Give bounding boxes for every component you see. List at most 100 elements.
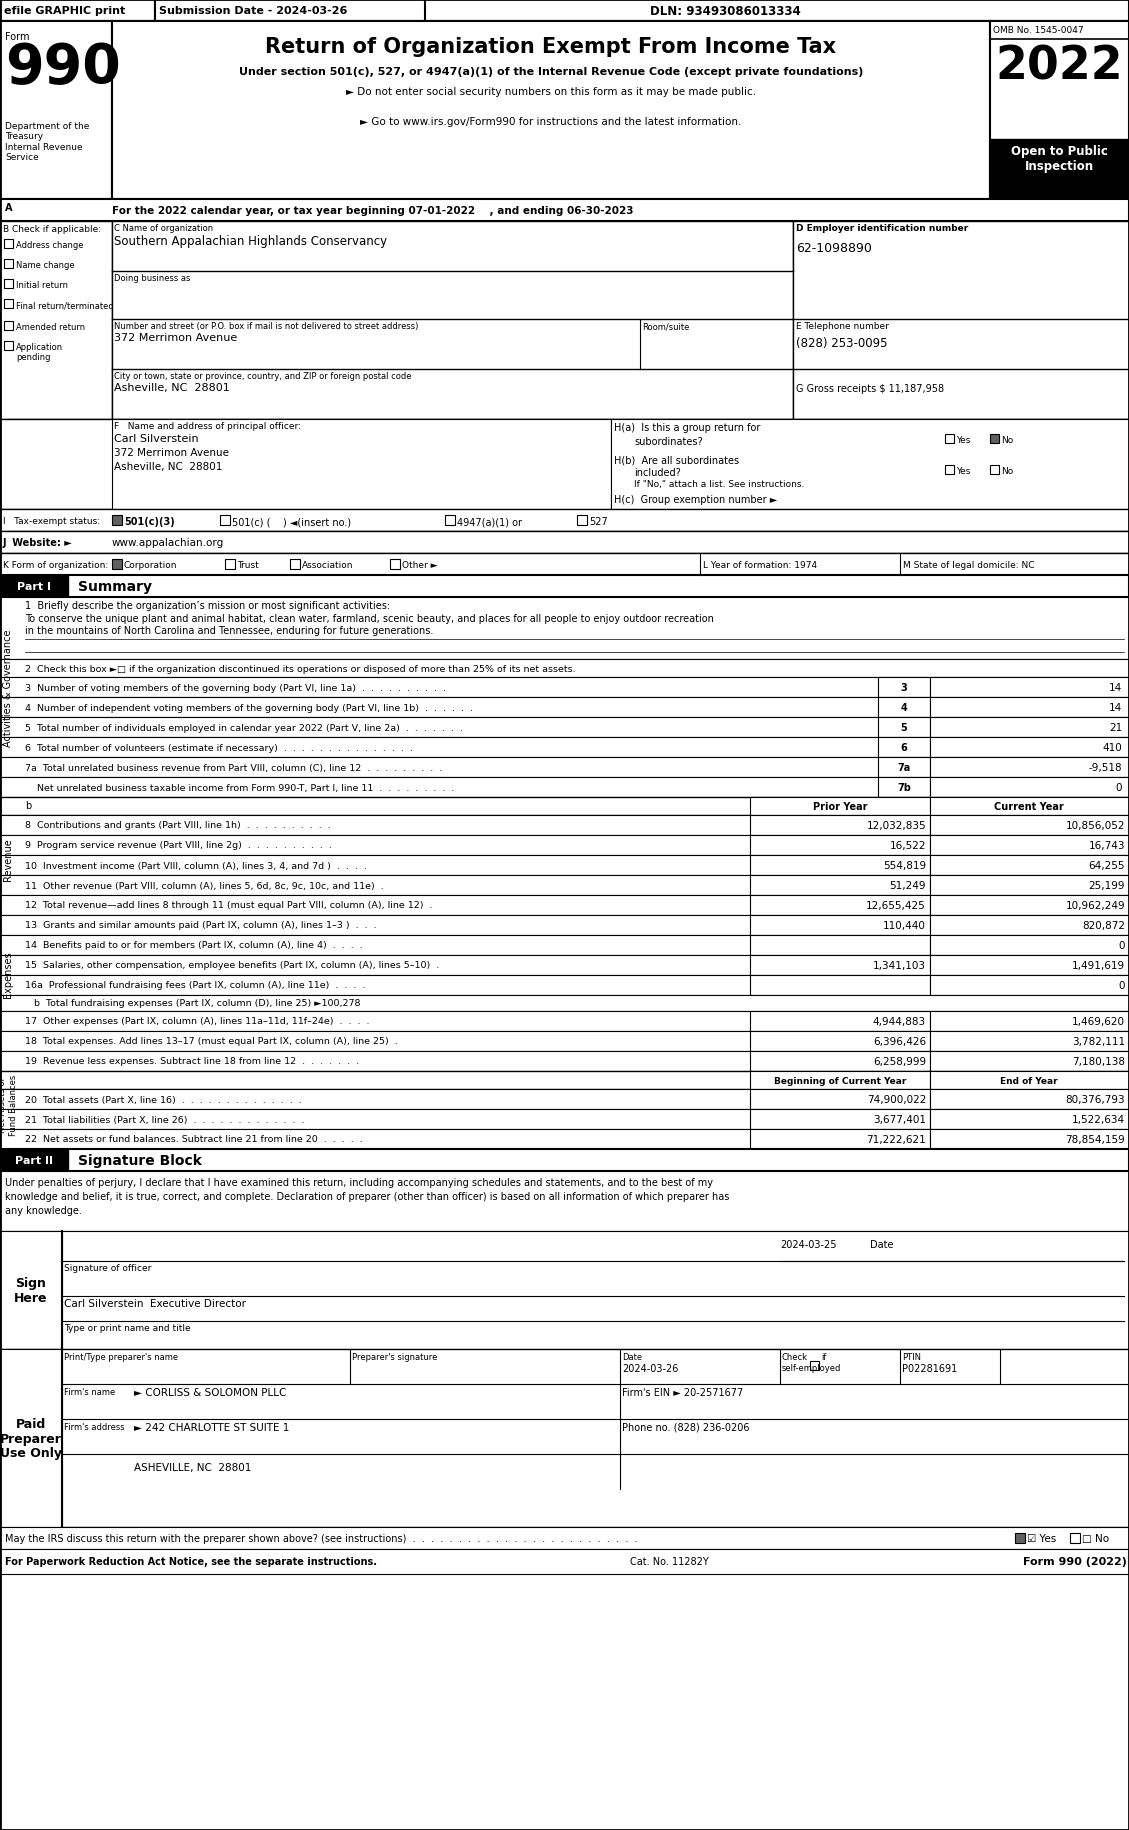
- Text: To conserve the unique plant and animal habitat, clean water, farmland, scenic b: To conserve the unique plant and animal …: [25, 613, 714, 624]
- Text: 51,249: 51,249: [890, 880, 926, 891]
- Bar: [930, 975, 1129, 996]
- Bar: [990, 436, 999, 443]
- Text: 820,872: 820,872: [1082, 920, 1124, 930]
- Text: Application
pending: Application pending: [16, 342, 63, 362]
- Bar: [930, 1032, 1129, 1052]
- Text: Amended return: Amended return: [16, 322, 85, 331]
- Text: Under section 501(c), 527, or 4947(a)(1) of the Internal Revenue Code (except pr: Under section 501(c), 527, or 4947(a)(1)…: [239, 68, 864, 77]
- Text: Part II: Part II: [15, 1155, 53, 1166]
- Bar: [0, 1349, 62, 1528]
- Text: 14: 14: [1109, 703, 1122, 712]
- Bar: [0, 1149, 68, 1171]
- Text: 1,522,634: 1,522,634: [1071, 1114, 1124, 1124]
- Bar: [930, 1109, 1129, 1129]
- Text: Summary: Summary: [78, 580, 152, 593]
- Text: 7a: 7a: [898, 763, 911, 772]
- Bar: [390, 560, 400, 569]
- Bar: [0, 935, 1129, 955]
- Text: 1,469,620: 1,469,620: [1073, 1016, 1124, 1027]
- Bar: [750, 955, 930, 975]
- Text: if: if: [821, 1352, 826, 1362]
- Text: Beginning of Current Year: Beginning of Current Year: [773, 1076, 907, 1085]
- Bar: [930, 836, 1129, 856]
- Bar: [1070, 1534, 1080, 1543]
- Text: Open to Public
Inspection: Open to Public Inspection: [1010, 145, 1108, 172]
- Text: 2  Check this box ►□ if the organization discontinued its operations or disposed: 2 Check this box ►□ if the organization …: [25, 664, 576, 673]
- Bar: [0, 554, 1129, 576]
- Text: 2024-03-25: 2024-03-25: [780, 1239, 837, 1250]
- Text: Date: Date: [870, 1239, 893, 1250]
- Bar: [0, 798, 1129, 816]
- Bar: [112, 221, 793, 419]
- Text: Phone no. (828) 236-0206: Phone no. (828) 236-0206: [622, 1422, 750, 1433]
- Bar: [793, 221, 1129, 419]
- Bar: [155, 0, 425, 22]
- Bar: [0, 533, 1129, 554]
- Text: Prior Year: Prior Year: [813, 802, 867, 811]
- Text: 12  Total revenue—add lines 8 through 11 (must equal Part VIII, column (A), line: 12 Total revenue—add lines 8 through 11 …: [25, 900, 432, 910]
- Bar: [0, 221, 112, 419]
- Text: 16,743: 16,743: [1088, 840, 1124, 851]
- Text: May the IRS discuss this return with the preparer shown above? (see instructions: May the IRS discuss this return with the…: [5, 1534, 638, 1543]
- Bar: [1015, 1534, 1025, 1543]
- Text: self-employed: self-employed: [782, 1363, 841, 1372]
- Text: H(c)  Group exemption number ►: H(c) Group exemption number ►: [614, 494, 777, 505]
- Bar: [878, 737, 930, 758]
- Text: No: No: [1001, 467, 1013, 476]
- Bar: [930, 798, 1129, 816]
- Bar: [945, 436, 954, 443]
- Bar: [0, 419, 1129, 511]
- Text: 12,655,425: 12,655,425: [866, 900, 926, 911]
- Text: Return of Organization Exempt From Income Tax: Return of Organization Exempt From Incom…: [265, 37, 837, 57]
- Text: 5: 5: [901, 723, 908, 732]
- Text: Room/suite: Room/suite: [642, 322, 690, 331]
- Text: Submission Date - 2024-03-26: Submission Date - 2024-03-26: [159, 5, 348, 16]
- Text: 1,491,619: 1,491,619: [1071, 961, 1124, 970]
- Bar: [0, 677, 1129, 697]
- Bar: [750, 836, 930, 856]
- Text: 4  Number of independent voting members of the governing body (Part VI, line 1b): 4 Number of independent voting members o…: [25, 703, 473, 712]
- Bar: [0, 1052, 1129, 1071]
- Text: OMB No. 1545-0047: OMB No. 1545-0047: [994, 26, 1084, 35]
- Bar: [750, 915, 930, 935]
- Bar: [750, 1129, 930, 1149]
- Text: 6,396,426: 6,396,426: [873, 1036, 926, 1047]
- Text: 80,376,793: 80,376,793: [1066, 1094, 1124, 1103]
- Bar: [5, 342, 14, 351]
- Text: C Name of organization: C Name of organization: [114, 223, 213, 232]
- Bar: [0, 1109, 1129, 1129]
- Text: 2022: 2022: [995, 44, 1123, 90]
- Bar: [0, 0, 1129, 22]
- Text: A: A: [5, 203, 12, 212]
- Text: □ No: □ No: [1082, 1534, 1109, 1543]
- Bar: [930, 758, 1129, 778]
- Bar: [0, 199, 1129, 221]
- Text: 6: 6: [901, 743, 908, 752]
- Text: H(a)  Is this a group return for: H(a) Is this a group return for: [614, 423, 760, 432]
- Text: Form: Form: [5, 31, 29, 42]
- Text: 78,854,159: 78,854,159: [1066, 1135, 1124, 1144]
- Text: Revenue: Revenue: [3, 838, 14, 880]
- Bar: [0, 1071, 1129, 1089]
- Bar: [220, 516, 230, 525]
- Text: ► Go to www.irs.gov/Form990 for instructions and the latest information.: ► Go to www.irs.gov/Form990 for instruct…: [360, 117, 742, 126]
- Bar: [5, 280, 14, 289]
- Text: 13  Grants and similar amounts paid (Part IX, column (A), lines 1–3 )  .  .  .: 13 Grants and similar amounts paid (Part…: [25, 920, 377, 930]
- Text: 25,199: 25,199: [1088, 880, 1124, 891]
- Text: City or town, state or province, country, and ZIP or foreign postal code: City or town, state or province, country…: [114, 371, 411, 381]
- Text: 9  Program service revenue (Part VIII, line 2g)  .  .  .  .  .  .  .  .  .  .: 9 Program service revenue (Part VIII, li…: [25, 842, 332, 851]
- Text: Southern Appalachian Highlands Conservancy: Southern Appalachian Highlands Conservan…: [114, 234, 387, 247]
- Bar: [930, 737, 1129, 758]
- Text: 10  Investment income (Part VIII, column (A), lines 3, 4, and 7d )  .  .  .  .: 10 Investment income (Part VIII, column …: [25, 862, 367, 869]
- Bar: [0, 598, 1129, 659]
- Bar: [0, 576, 68, 598]
- Text: 554,819: 554,819: [883, 860, 926, 871]
- Text: Type or print name and title: Type or print name and title: [64, 1323, 191, 1332]
- Bar: [577, 516, 587, 525]
- Text: 0: 0: [1115, 783, 1122, 792]
- Bar: [0, 856, 1129, 875]
- Text: Firm's address: Firm's address: [64, 1422, 124, 1431]
- Bar: [750, 895, 930, 915]
- Text: 18  Total expenses. Add lines 13–17 (must equal Part IX, column (A), line 25)  .: 18 Total expenses. Add lines 13–17 (must…: [25, 1038, 397, 1047]
- Text: G Gross receipts $ 11,187,958: G Gross receipts $ 11,187,958: [796, 384, 944, 393]
